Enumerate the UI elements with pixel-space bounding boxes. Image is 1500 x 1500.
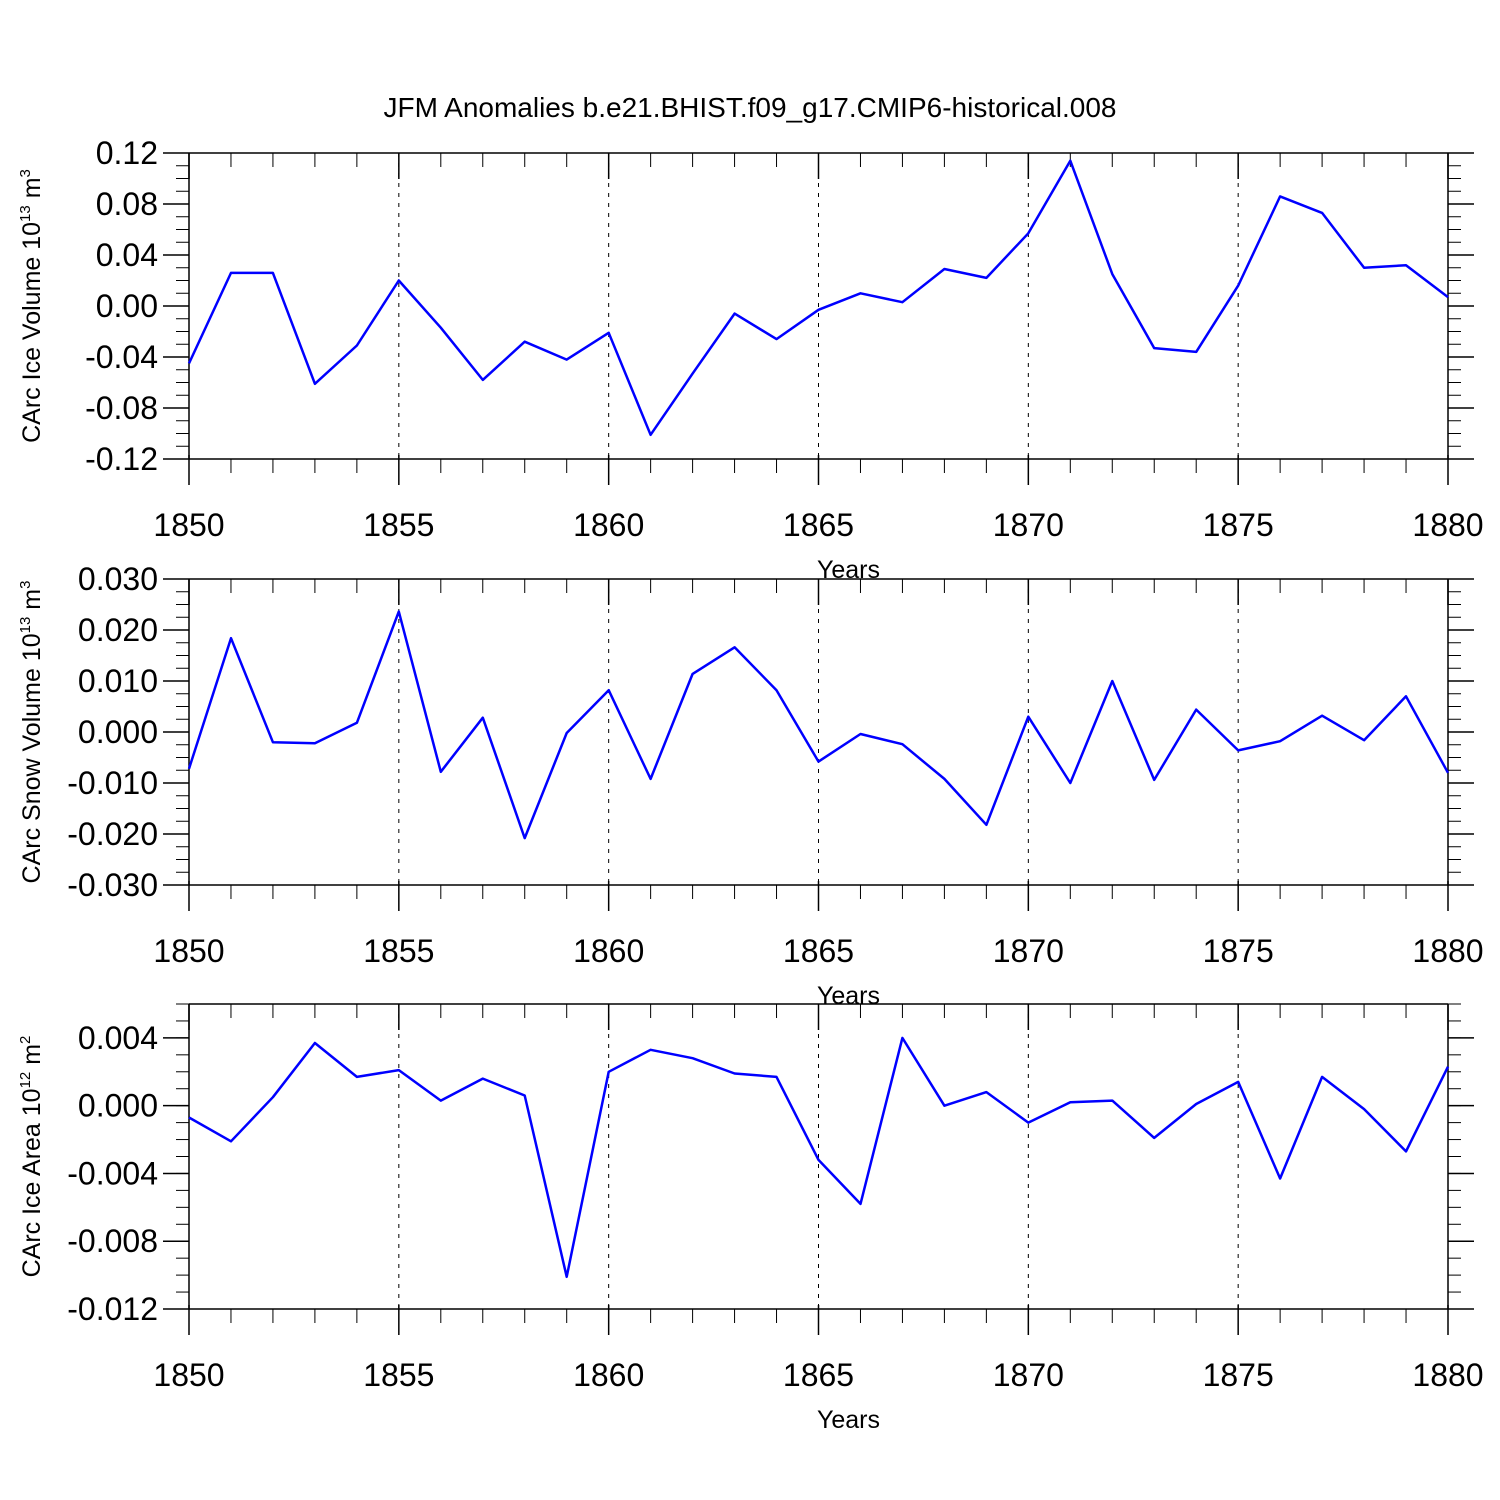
panel-2: 1850 1855 1860 1865 1870 1875 1880 0.030 0.020 0.… xyxy=(17,561,1484,1010)
y-tick-label: 0.020 xyxy=(78,612,158,648)
x-axis-title: Years xyxy=(817,982,880,1010)
x-tick-label: 1870 xyxy=(993,1357,1064,1393)
y-tick-label: 0.000 xyxy=(78,714,158,750)
data-series-line xyxy=(187,610,1450,840)
y-tick-label: -0.030 xyxy=(67,867,158,903)
x-tick-label: 1860 xyxy=(573,507,644,543)
panels: 1850 1855 1860 1865 1870 1875 1880 0.12 0.08 0.04… xyxy=(17,135,1484,1434)
x-tick-label: 1870 xyxy=(993,507,1064,543)
figure-title: JFM Anomalies b.e21.BHIST.f09_g17.CMIP6-… xyxy=(383,92,1116,123)
x-tick-label: 1875 xyxy=(1203,933,1274,969)
y-tick-label: -0.004 xyxy=(67,1155,158,1191)
x-tick-label: 1880 xyxy=(1412,507,1483,543)
x-tick-label: 1850 xyxy=(153,507,224,543)
y-tick-label: -0.08 xyxy=(85,390,158,426)
y-axis-title-unit: m xyxy=(18,589,46,617)
y-axis-title-unit-exp: 3 xyxy=(17,169,34,177)
x-tick-label: 1860 xyxy=(573,933,644,969)
y-tick-label: 0.000 xyxy=(78,1088,158,1124)
y-tick-label: -0.04 xyxy=(85,339,158,375)
x-tick-label: 1855 xyxy=(363,1357,434,1393)
y-tick-label: -0.12 xyxy=(85,441,158,477)
y-tick-label: -0.010 xyxy=(67,765,158,801)
x-tick-label: 1880 xyxy=(1412,933,1483,969)
x-tick-label: 1855 xyxy=(363,507,434,543)
panel-1: 1850 1855 1860 1865 1870 1875 1880 0.12 0.08 0.04… xyxy=(17,135,1484,584)
y-axis-title-text: CArc Ice Area 10 xyxy=(18,1088,46,1277)
x-tick-label: 1860 xyxy=(573,1357,644,1393)
x-axis-title: Years xyxy=(817,556,880,584)
x-tick-label: 1855 xyxy=(363,933,434,969)
x-tick-label: 1865 xyxy=(783,507,854,543)
panel-3: 1850 1855 1860 1865 1870 1875 1880 0.004 0.000 -0… xyxy=(17,1003,1484,1434)
y-axis-title-unit: m xyxy=(18,1044,46,1072)
x-tick-label: 1870 xyxy=(993,933,1064,969)
y-tick-label: 0.00 xyxy=(96,288,158,324)
y-axis-title: CArc Ice Area 1012 m2 xyxy=(17,1036,46,1278)
y-tick-label: -0.020 xyxy=(67,816,158,852)
x-tick-label: 1865 xyxy=(783,1357,854,1393)
y-tick-label: -0.012 xyxy=(67,1291,158,1327)
y-tick-label: 0.004 xyxy=(78,1020,158,1056)
y-tick-label: -0.008 xyxy=(67,1223,158,1259)
y-axis-title-text: CArc Ice Volume 10 xyxy=(18,222,46,443)
x-tick-label: 1850 xyxy=(153,933,224,969)
y-tick-label: 0.030 xyxy=(78,561,158,597)
y-axis-title-unit-exp: 3 xyxy=(17,581,34,589)
data-series-line xyxy=(188,1036,1450,1279)
x-tick-label: 1850 xyxy=(153,1357,224,1393)
x-tick-label: 1865 xyxy=(783,933,854,969)
y-tick-label: 0.010 xyxy=(78,663,158,699)
y-axis-title-exp: 13 xyxy=(17,205,34,222)
y-axis-title: CArc Snow Volume 1013 m3 xyxy=(17,581,46,884)
y-tick-label: 0.04 xyxy=(96,237,158,273)
y-tick-label: 0.08 xyxy=(96,186,158,222)
y-axis-title-unit: m xyxy=(18,177,46,205)
y-axis-title-exp: 13 xyxy=(17,617,34,634)
y-axis-title-unit-exp: 2 xyxy=(17,1036,34,1044)
x-tick-label: 1875 xyxy=(1203,1357,1274,1393)
x-axis-title: Years xyxy=(817,1406,880,1434)
y-tick-label: 0.12 xyxy=(96,135,158,171)
x-tick-label: 1875 xyxy=(1203,507,1274,543)
y-axis-title: CArc Ice Volume 1013 m3 xyxy=(17,169,46,443)
y-axis-title-exp: 12 xyxy=(17,1072,34,1089)
data-series-line xyxy=(187,159,1449,437)
x-tick-label: 1880 xyxy=(1412,1357,1483,1393)
y-axis-title-text: CArc Snow Volume 10 xyxy=(18,633,46,883)
